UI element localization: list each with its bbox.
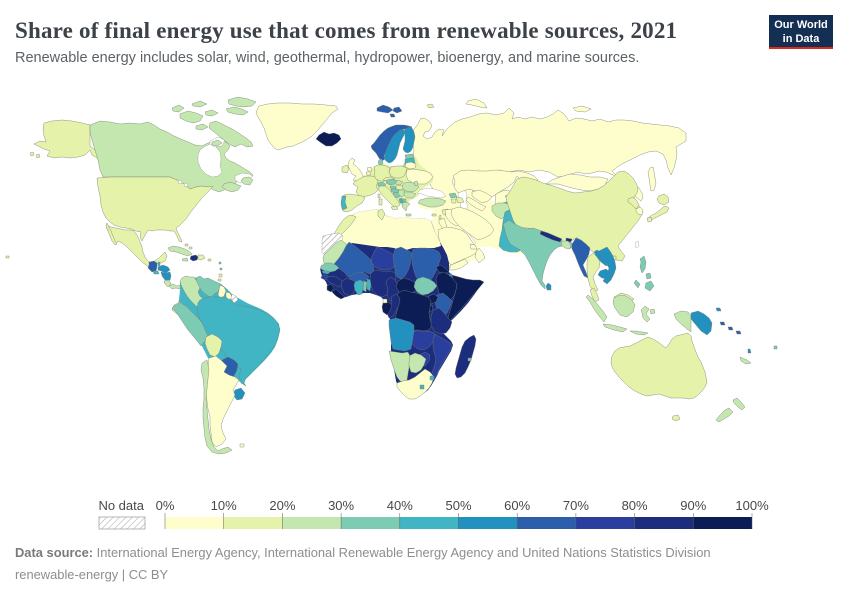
svg-text:No data: No data	[98, 498, 144, 513]
svg-text:80%: 80%	[622, 498, 648, 513]
svg-text:20%: 20%	[269, 498, 295, 513]
svg-text:40%: 40%	[387, 498, 413, 513]
svg-text:50%: 50%	[445, 498, 471, 513]
svg-text:100%: 100%	[735, 498, 769, 513]
svg-text:30%: 30%	[328, 498, 354, 513]
svg-text:10%: 10%	[211, 498, 237, 513]
svg-text:90%: 90%	[680, 498, 706, 513]
svg-text:70%: 70%	[563, 498, 589, 513]
svg-text:60%: 60%	[504, 498, 530, 513]
svg-text:0%: 0%	[156, 498, 175, 513]
